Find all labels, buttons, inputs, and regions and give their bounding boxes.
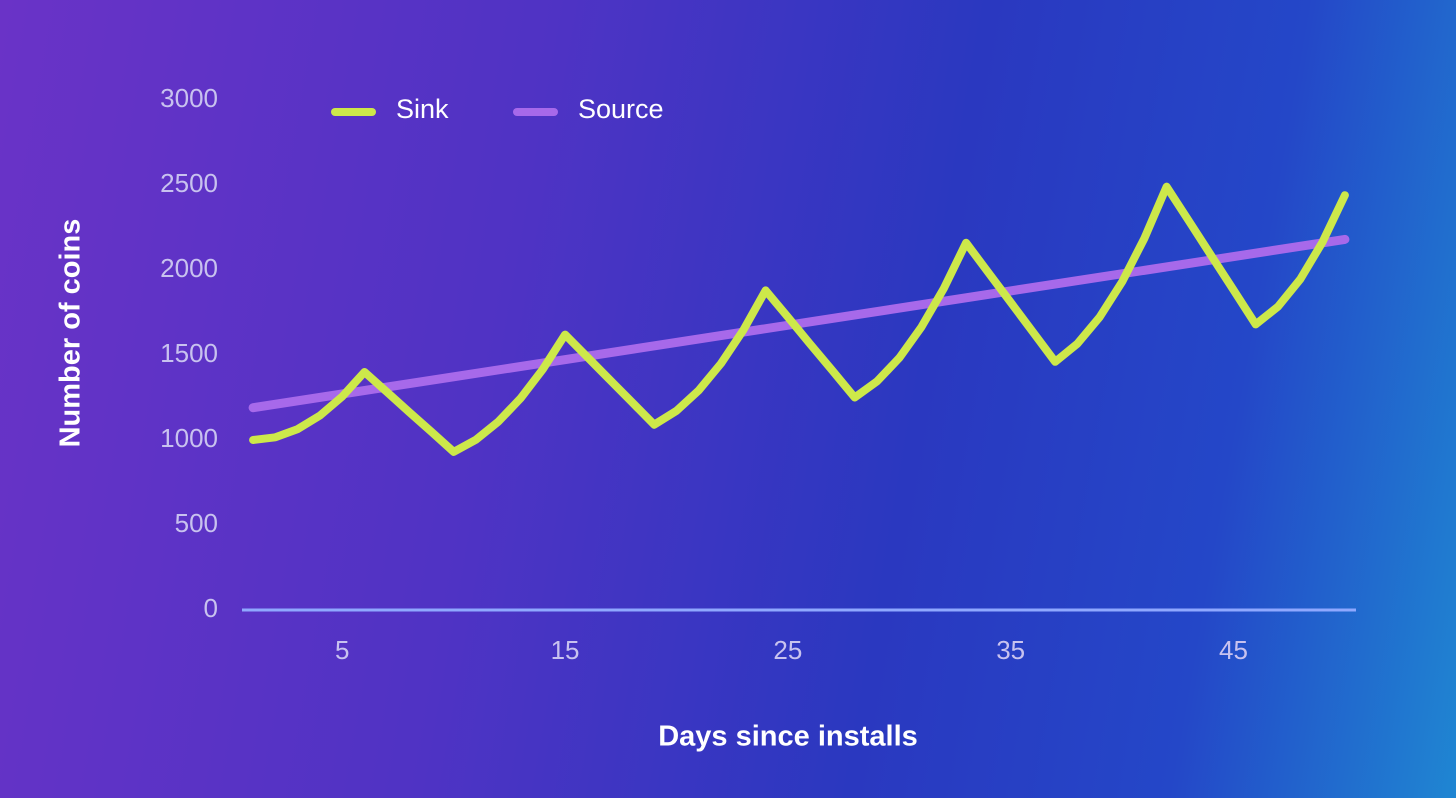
x-tick-label: 25 xyxy=(773,635,802,665)
x-tick-label: 5 xyxy=(335,635,349,665)
x-axis-title: Days since installs xyxy=(658,721,918,753)
y-tick-label: 500 xyxy=(175,508,218,538)
legend-label: Source xyxy=(578,94,664,124)
series-line xyxy=(248,234,1350,413)
legend-label: Sink xyxy=(396,94,449,124)
x-tick-label: 45 xyxy=(1219,635,1248,665)
y-tick-label: 0 xyxy=(204,593,218,623)
y-tick-label: 1000 xyxy=(160,423,218,453)
y-axis-title: Number of coins xyxy=(55,219,87,448)
x-tick-label: 35 xyxy=(996,635,1025,665)
y-tick-label: 3000 xyxy=(160,83,218,113)
series-line xyxy=(249,182,1349,456)
x-tick-label: 15 xyxy=(551,635,580,665)
y-tick-label: 2000 xyxy=(160,253,218,283)
y-tick-label: 1500 xyxy=(160,338,218,368)
y-tick-label: 2500 xyxy=(160,168,218,198)
